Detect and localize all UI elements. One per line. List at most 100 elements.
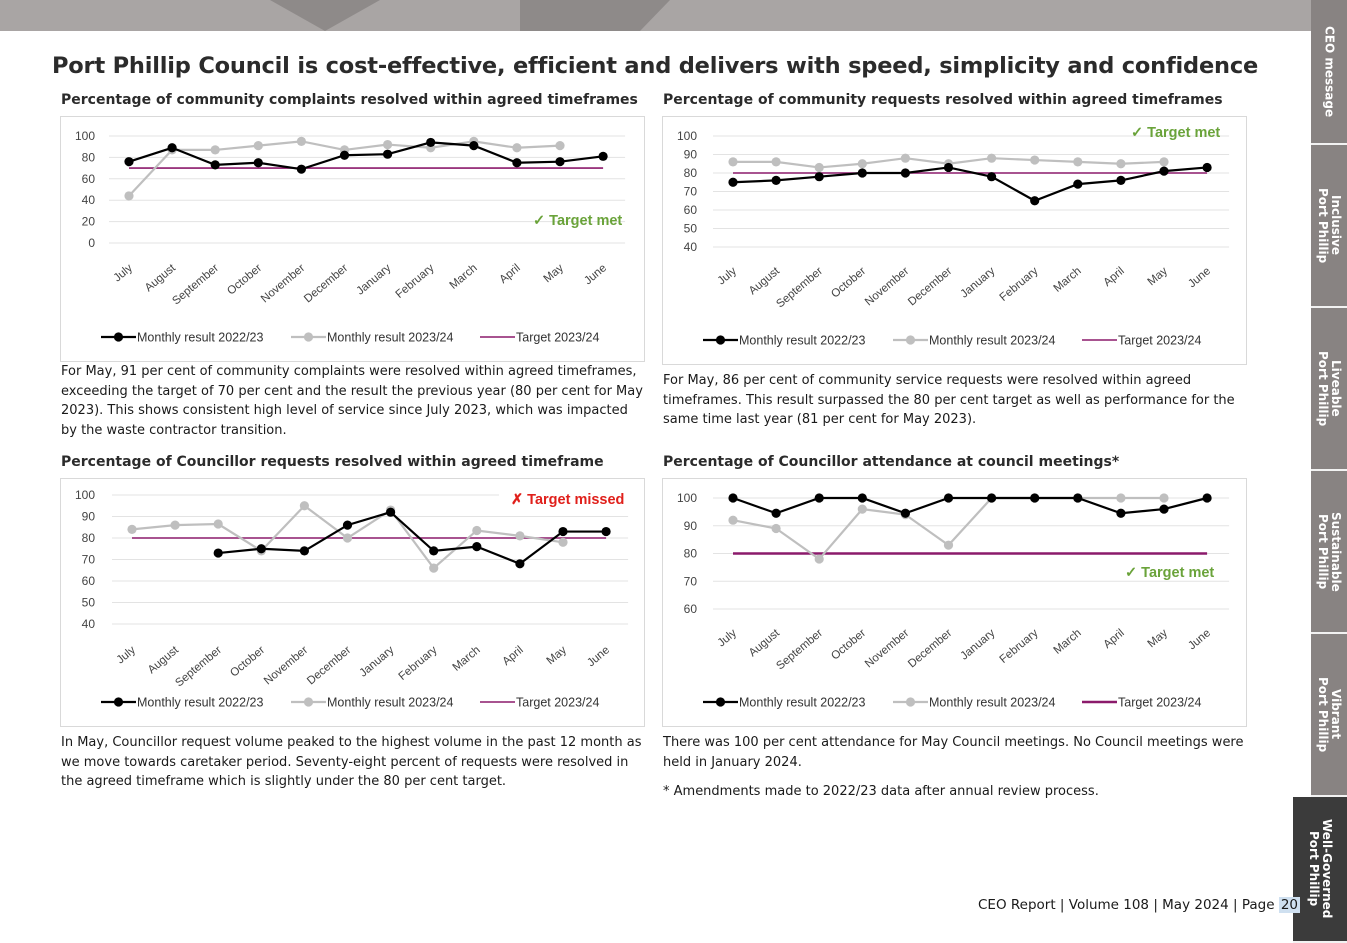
series-2022-23-point: [296, 164, 306, 174]
x-tick-label: August: [747, 627, 783, 660]
tab-label: Vibrant Port Phillip: [1316, 676, 1343, 753]
series-2023-24-point: [515, 531, 525, 541]
series-2023-24-point: [857, 504, 867, 514]
x-tick-label: April: [500, 644, 525, 668]
x-tick-label: June: [1186, 627, 1213, 652]
x-tick-label: February: [998, 627, 1041, 666]
series-2022-23-point: [857, 493, 867, 503]
series-2022-23-point: [429, 546, 439, 556]
badge-background: [499, 486, 644, 512]
chart-requests: 100 90 80 70 60 50 40 July August September Octobe…: [662, 116, 1247, 365]
legend-2022-23-label: Monthly result 2022/23: [739, 696, 866, 710]
legend-2022-23-marker: [113, 332, 124, 342]
x-tick-label: March: [1052, 265, 1084, 295]
series-2022-23-point: [601, 526, 611, 537]
series-2023-24-point: [429, 563, 439, 573]
series-2022-23-point: [210, 160, 220, 170]
series-2023-24-point: [210, 145, 220, 155]
series-2022-23-line: [218, 510, 607, 566]
x-tick-label: March: [451, 644, 483, 674]
series-2022-23-point: [1073, 179, 1083, 189]
x-tick-label: February: [394, 262, 437, 301]
section-tabs: CEO message Inclusive Port Phillip Livea…: [1293, 0, 1347, 943]
x-tick-label: February: [397, 644, 440, 683]
y-tick-label: 100: [75, 488, 95, 502]
legend-target-label: Target 2023/24: [516, 696, 599, 710]
series-2023-24-point: [1030, 155, 1040, 165]
series-2023-24-point: [170, 520, 180, 530]
series-2022-23-point: [900, 508, 910, 518]
chart-commentary: There was 100 per cent attendance for Ma…: [663, 735, 1244, 770]
series-2022-23-point: [943, 493, 954, 503]
series-2022-23-point: [469, 141, 479, 151]
x-tick-label: May: [1146, 265, 1171, 288]
x-tick-label: January: [958, 627, 997, 663]
x-tick-label: January: [354, 262, 393, 298]
y-tick-label: 70: [82, 553, 96, 567]
legend-2022-23-label: Monthly result 2022/23: [739, 334, 866, 348]
series-2022-23-point: [299, 546, 309, 556]
tab-liveable[interactable]: Liveable Port Phillip: [1311, 308, 1347, 471]
series-2023-24-point: [1159, 157, 1169, 167]
tab-label: Liveable Port Phillip: [1316, 350, 1343, 427]
legend-2023-24-marker: [303, 697, 314, 707]
series-2022-23-point: [1030, 196, 1040, 206]
series-2022-23-point: [1116, 175, 1126, 185]
tab-label: CEO message: [1322, 25, 1337, 118]
tab-inclusive[interactable]: Inclusive Port Phillip: [1311, 145, 1347, 308]
series-2023-24-point: [555, 141, 565, 151]
series-2023-24-point: [1159, 493, 1169, 503]
legend-2023-24-marker: [303, 332, 314, 342]
series-2022-23-point: [339, 150, 350, 160]
series-2023-24-point: [127, 524, 137, 534]
y-tick-label: 80: [82, 531, 96, 545]
x-tick-label: May: [1146, 627, 1171, 650]
x-tick-label: October: [225, 262, 264, 298]
target-status-badge: ✓ Target met: [1131, 125, 1220, 141]
legend-2022-23-marker: [715, 697, 726, 707]
series-2022-23-point: [167, 143, 177, 153]
page-footer: CEO Report | Volume 108 | May 2024 | Pag…: [978, 897, 1301, 913]
tab-label: Sustainable Port Phillip: [1316, 511, 1343, 592]
series-2022-23-point: [598, 151, 608, 161]
tab-vibrant[interactable]: Vibrant Port Phillip: [1311, 634, 1347, 797]
legend-target-label: Target 2023/24: [516, 331, 599, 345]
series-2022-23-point: [1073, 493, 1083, 503]
x-tick-label: November: [863, 265, 911, 308]
tab-ceo-message[interactable]: CEO message: [1311, 0, 1347, 145]
chart-title: Percentage of Councillor requests resolv…: [61, 454, 604, 470]
x-tick-label: September: [170, 262, 221, 307]
top-banner: [0, 0, 1312, 31]
x-tick-label: August: [146, 644, 182, 677]
y-tick-label: 50: [684, 222, 698, 236]
legend-2023-24-marker: [905, 697, 916, 707]
x-tick-label: November: [863, 627, 911, 670]
x-tick-label: December: [906, 265, 954, 308]
tab-sustainable[interactable]: Sustainable Port Phillip: [1311, 471, 1347, 634]
series-2023-24-point: [771, 157, 781, 167]
series-2023-24-point: [299, 501, 309, 511]
series-2023-24-point: [558, 537, 568, 547]
y-tick-label: 20: [82, 215, 96, 229]
y-tick-label: 60: [82, 172, 96, 186]
series-2023-24-point: [814, 162, 824, 173]
x-tick-label: June: [585, 644, 612, 669]
legend-2023-24-label: Monthly result 2023/24: [929, 334, 1056, 348]
x-tick-label: June: [1186, 265, 1213, 290]
series-2022-23-point: [383, 149, 393, 159]
target-status-badge: ✗ Target missed: [511, 492, 624, 508]
series-2023-24-point: [383, 139, 393, 150]
tab-well-governed[interactable]: Well-Governed Port Phillip: [1293, 797, 1347, 943]
legend-2022-23-label: Monthly result 2022/23: [137, 331, 264, 345]
footnote: * Amendments made to 2022/23 data after …: [663, 784, 1099, 799]
x-tick-label: May: [542, 262, 567, 285]
legend-2022-23-marker: [715, 335, 726, 345]
series-2022-23-point: [771, 508, 781, 518]
series-2022-23-point: [1202, 493, 1212, 503]
series-2022-23-point: [814, 172, 824, 182]
tab-label: Well-Governed Port Phillip: [1307, 819, 1334, 919]
series-2022-23-line: [732, 496, 1208, 515]
series-2023-24-point: [1116, 159, 1126, 169]
